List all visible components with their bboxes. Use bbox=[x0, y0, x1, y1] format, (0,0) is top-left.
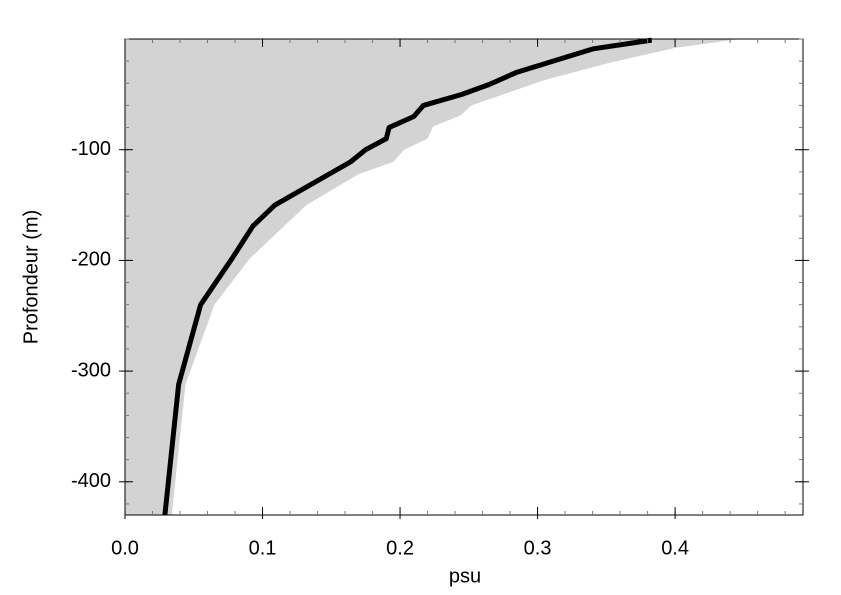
y-axis-label: Profondeur (m) bbox=[20, 210, 42, 345]
y-tick-label: -400 bbox=[71, 470, 111, 492]
x-tick-label: 0.0 bbox=[111, 537, 139, 559]
y-tick-label: -200 bbox=[71, 249, 111, 271]
x-axis-label: psu bbox=[449, 565, 481, 587]
x-tick-label: 0.4 bbox=[661, 537, 689, 559]
y-tick-label: -100 bbox=[71, 138, 111, 160]
x-tick-label: 0.2 bbox=[386, 537, 414, 559]
x-tick-label: 0.3 bbox=[524, 537, 552, 559]
y-tick-label: -300 bbox=[71, 359, 111, 381]
x-tick-label: 0.1 bbox=[249, 537, 277, 559]
plot-frame bbox=[124, 38, 804, 516]
shaded-area bbox=[125, 39, 740, 515]
profile-line bbox=[162, 37, 653, 516]
